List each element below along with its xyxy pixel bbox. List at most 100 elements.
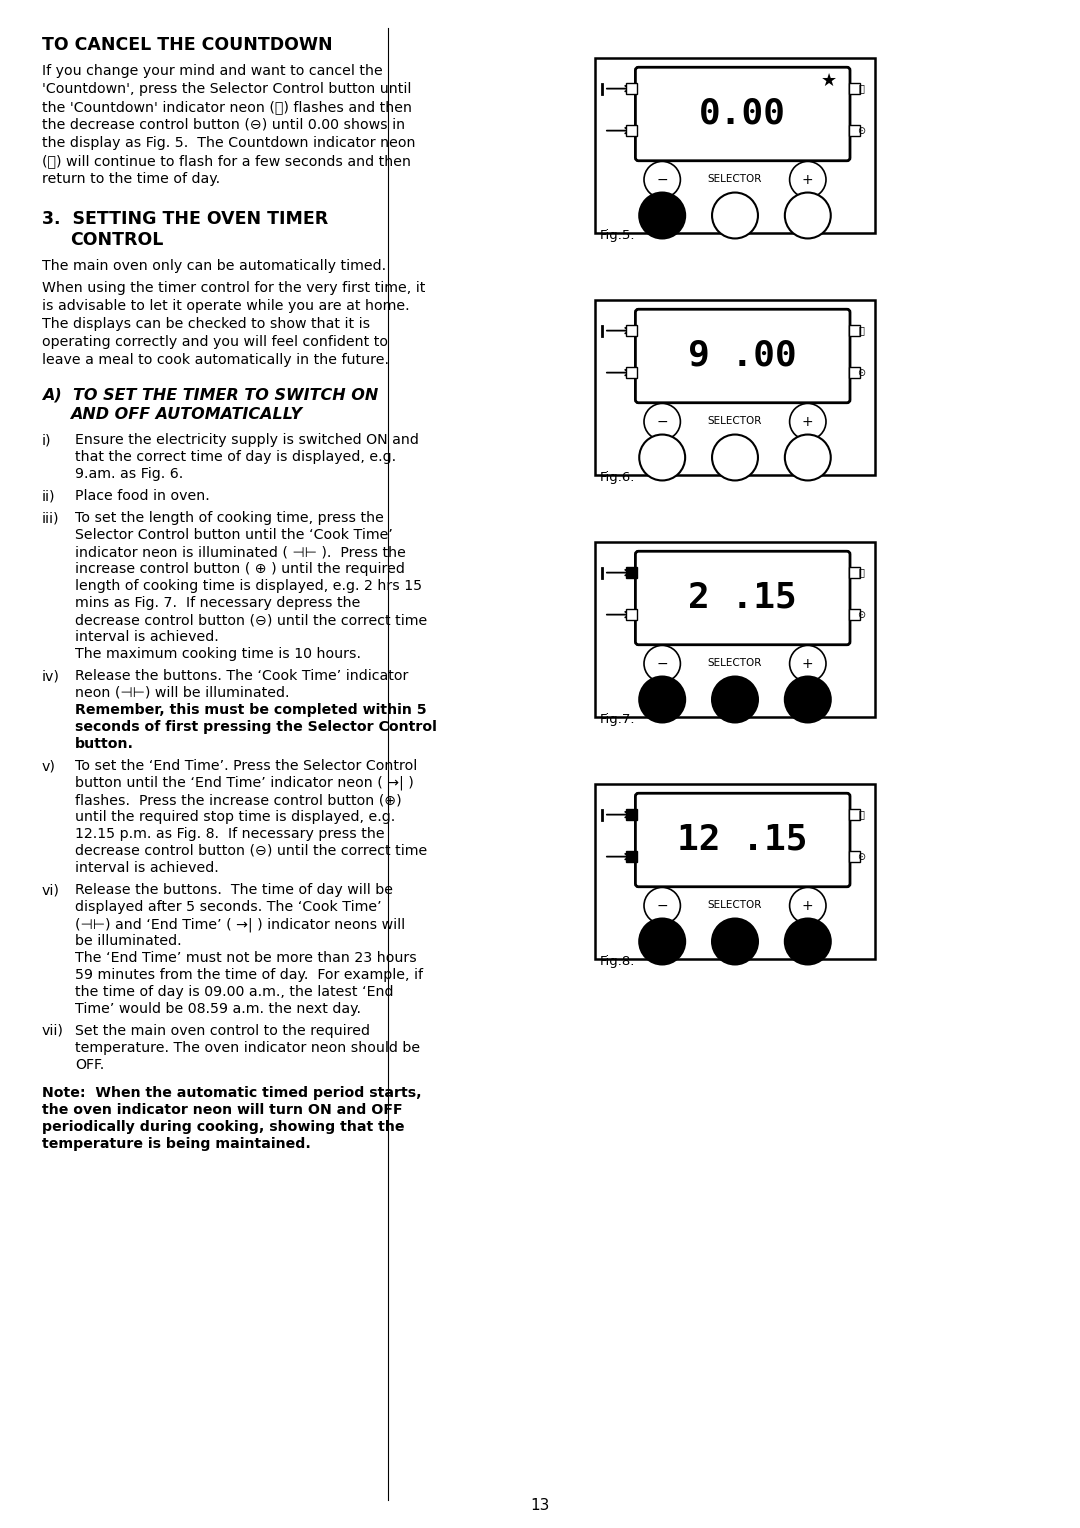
Text: the decrease control button (⊖) until 0.00 shows in: the decrease control button (⊖) until 0.… <box>42 118 405 131</box>
Text: is advisable to let it operate while you are at home.: is advisable to let it operate while you… <box>42 299 409 313</box>
Text: The maximum cooking time is 10 hours.: The maximum cooking time is 10 hours. <box>75 646 361 662</box>
Circle shape <box>639 918 685 964</box>
Bar <box>849 125 860 136</box>
FancyBboxPatch shape <box>595 784 875 960</box>
Text: button until the ‘End Time’ indicator neon ( →| ): button until the ‘End Time’ indicator ne… <box>75 776 414 790</box>
Text: Fig.6.: Fig.6. <box>600 471 635 484</box>
Text: +: + <box>802 414 813 429</box>
Text: Set the main oven control to the required: Set the main oven control to the require… <box>75 1024 370 1038</box>
Text: Release the buttons.  The time of day will be: Release the buttons. The time of day wil… <box>75 883 393 897</box>
Text: CONTROL: CONTROL <box>70 231 163 249</box>
Text: Ensure the electricity supply is switched ON and: Ensure the electricity supply is switche… <box>75 432 419 448</box>
Text: vii): vii) <box>42 1024 64 1038</box>
Circle shape <box>789 645 826 681</box>
Text: Remember, this must be completed within 5: Remember, this must be completed within … <box>75 703 427 717</box>
Text: If you change your mind and want to cancel the: If you change your mind and want to canc… <box>42 64 382 78</box>
Text: −: − <box>657 414 669 429</box>
Text: interval is achieved.: interval is achieved. <box>75 860 219 876</box>
Circle shape <box>789 162 826 197</box>
Circle shape <box>639 434 685 480</box>
Text: iv): iv) <box>42 669 59 683</box>
Text: 0.00: 0.00 <box>699 96 786 131</box>
Text: ii): ii) <box>42 489 55 503</box>
Text: Place food in oven.: Place food in oven. <box>75 489 210 503</box>
Text: ⊙: ⊙ <box>858 610 866 620</box>
Text: +: + <box>802 173 813 186</box>
Text: iii): iii) <box>42 510 59 526</box>
Bar <box>849 84 860 93</box>
Text: ⊙: ⊙ <box>858 368 866 377</box>
Text: the 'Countdown' indicator neon (ⓩ) flashes and then: the 'Countdown' indicator neon (ⓩ) flash… <box>42 99 411 115</box>
Text: Fig.8.: Fig.8. <box>600 955 635 969</box>
Text: temperature is being maintained.: temperature is being maintained. <box>42 1137 311 1151</box>
Text: ⏻: ⏻ <box>859 84 864 93</box>
Text: decrease control button (⊖) until the correct time: decrease control button (⊖) until the co… <box>75 843 428 859</box>
Text: +: + <box>802 898 813 912</box>
Text: Selector Control button until the ‘Cook Time’: Selector Control button until the ‘Cook … <box>75 529 393 542</box>
Text: temperature. The oven indicator neon should be: temperature. The oven indicator neon sho… <box>75 1041 420 1054</box>
Bar <box>849 367 860 377</box>
Text: periodically during cooking, showing that the: periodically during cooking, showing tha… <box>42 1120 405 1134</box>
Text: the display as Fig. 5.  The Countdown indicator neon: the display as Fig. 5. The Countdown ind… <box>42 136 416 150</box>
Circle shape <box>712 918 758 964</box>
Bar <box>849 567 860 578</box>
FancyBboxPatch shape <box>635 552 850 645</box>
Text: increase control button ( ⊕ ) until the required: increase control button ( ⊕ ) until the … <box>75 562 405 576</box>
Text: 9 .00: 9 .00 <box>688 339 797 373</box>
Text: A)  TO SET THE TIMER TO SWITCH ON: A) TO SET THE TIMER TO SWITCH ON <box>42 387 378 402</box>
Text: ★: ★ <box>821 72 837 90</box>
Text: TO CANCEL THE COUNTDOWN: TO CANCEL THE COUNTDOWN <box>42 37 333 53</box>
Text: ⊙: ⊙ <box>858 125 866 136</box>
Text: When using the timer control for the very first time, it: When using the timer control for the ver… <box>42 281 426 295</box>
Circle shape <box>789 888 826 924</box>
Text: be illuminated.: be illuminated. <box>75 934 181 947</box>
Bar <box>626 567 637 578</box>
Circle shape <box>644 162 680 197</box>
Text: Time’ would be 08.59 a.m. the next day.: Time’ would be 08.59 a.m. the next day. <box>75 1002 361 1016</box>
Circle shape <box>785 677 831 723</box>
Text: The displays can be checked to show that it is: The displays can be checked to show that… <box>42 316 370 332</box>
Text: 2 .15: 2 .15 <box>688 581 797 614</box>
Circle shape <box>785 918 831 964</box>
Text: AND OFF AUTOMATICALLY: AND OFF AUTOMATICALLY <box>70 406 302 422</box>
Text: interval is achieved.: interval is achieved. <box>75 630 219 643</box>
Text: that the correct time of day is displayed, e.g.: that the correct time of day is displaye… <box>75 451 396 465</box>
Bar <box>626 367 637 377</box>
Circle shape <box>644 888 680 924</box>
Text: OFF.: OFF. <box>75 1057 105 1073</box>
Text: flashes.  Press the increase control button (⊕): flashes. Press the increase control butt… <box>75 793 402 807</box>
Text: 3.  SETTING THE OVEN TIMER: 3. SETTING THE OVEN TIMER <box>42 209 328 228</box>
Text: displayed after 5 seconds. The ‘Cook Time’: displayed after 5 seconds. The ‘Cook Tim… <box>75 900 381 914</box>
FancyBboxPatch shape <box>595 58 875 232</box>
Text: (ⓩ) will continue to flash for a few seconds and then: (ⓩ) will continue to flash for a few sec… <box>42 154 411 168</box>
Text: return to the time of day.: return to the time of day. <box>42 173 220 186</box>
Text: −: − <box>657 657 669 671</box>
Text: −: − <box>657 173 669 186</box>
Text: neon (⊣⊢) will be illuminated.: neon (⊣⊢) will be illuminated. <box>75 686 289 700</box>
Text: SELECTOR: SELECTOR <box>707 900 762 909</box>
Text: −: − <box>657 898 669 912</box>
Text: ⏻: ⏻ <box>859 567 864 578</box>
Bar <box>626 84 637 93</box>
Text: the oven indicator neon will turn ON and OFF: the oven indicator neon will turn ON and… <box>42 1103 403 1117</box>
Text: 59 minutes from the time of day.  For example, if: 59 minutes from the time of day. For exa… <box>75 969 423 983</box>
Text: button.: button. <box>75 736 134 750</box>
FancyBboxPatch shape <box>635 793 850 886</box>
Text: ⊙: ⊙ <box>858 851 866 862</box>
Circle shape <box>785 434 831 480</box>
Circle shape <box>644 645 680 681</box>
Bar <box>626 325 637 336</box>
FancyBboxPatch shape <box>595 542 875 717</box>
Text: Note:  When the automatic timed period starts,: Note: When the automatic timed period st… <box>42 1086 421 1100</box>
Text: Release the buttons. The ‘Cook Time’ indicator: Release the buttons. The ‘Cook Time’ ind… <box>75 669 408 683</box>
Bar <box>626 810 637 821</box>
Text: indicator neon is illuminated ( ⊣⊢ ).  Press the: indicator neon is illuminated ( ⊣⊢ ). Pr… <box>75 545 406 559</box>
Bar <box>849 810 860 821</box>
Text: +: + <box>802 657 813 671</box>
Text: leave a meal to cook automatically in the future.: leave a meal to cook automatically in th… <box>42 353 389 367</box>
FancyBboxPatch shape <box>635 67 850 160</box>
Text: mins as Fig. 7.  If necessary depress the: mins as Fig. 7. If necessary depress the <box>75 596 361 610</box>
Bar <box>849 325 860 336</box>
Text: 12.15 p.m. as Fig. 8.  If necessary press the: 12.15 p.m. as Fig. 8. If necessary press… <box>75 827 384 840</box>
Bar <box>849 851 860 862</box>
